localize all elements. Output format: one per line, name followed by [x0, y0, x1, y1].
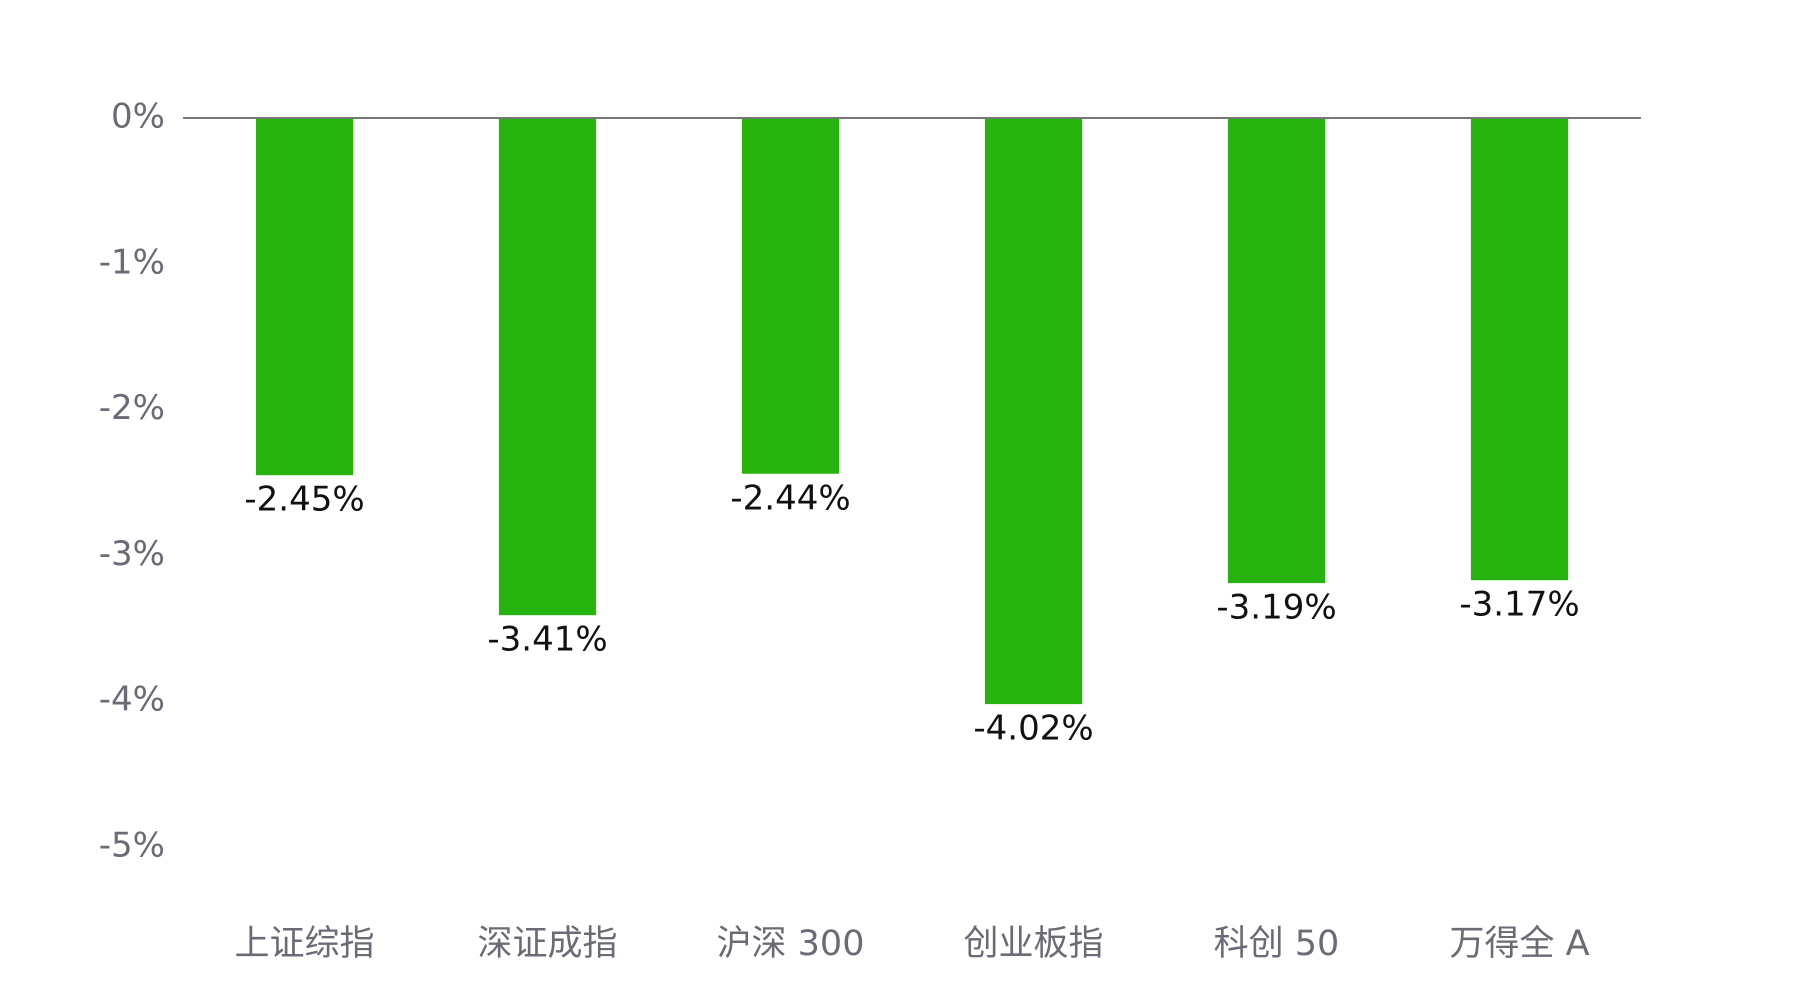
- x-tick-label: 深证成指: [477, 924, 617, 964]
- x-tick-label: 创业板指: [963, 924, 1103, 964]
- bar: [741, 118, 840, 474]
- y-tick-label: -4%: [99, 680, 165, 720]
- y-tick-label: -3%: [99, 534, 165, 574]
- y-tick-label: 0%: [111, 97, 165, 137]
- value-label: -2.44%: [730, 478, 850, 518]
- bar: [1227, 118, 1326, 584]
- x-tick-label: 万得全 A: [1449, 924, 1589, 964]
- bar: [984, 118, 1083, 705]
- x-tick-label: 上证综指: [234, 924, 374, 964]
- bar: [255, 118, 354, 476]
- x-tick-label: 科创 50: [1214, 924, 1340, 964]
- bar: [1470, 118, 1569, 581]
- value-label: -4.02%: [973, 709, 1093, 749]
- value-label: -3.41%: [487, 620, 607, 660]
- value-label: -3.17%: [1459, 585, 1579, 625]
- y-tick-label: -5%: [99, 826, 165, 866]
- y-tick-label: -2%: [99, 388, 165, 428]
- bar: [498, 118, 597, 616]
- x-tick-label: 沪深 300: [717, 924, 865, 964]
- value-label: -3.19%: [1216, 588, 1336, 628]
- y-tick-label: -1%: [99, 242, 165, 282]
- value-label: -2.45%: [244, 480, 364, 520]
